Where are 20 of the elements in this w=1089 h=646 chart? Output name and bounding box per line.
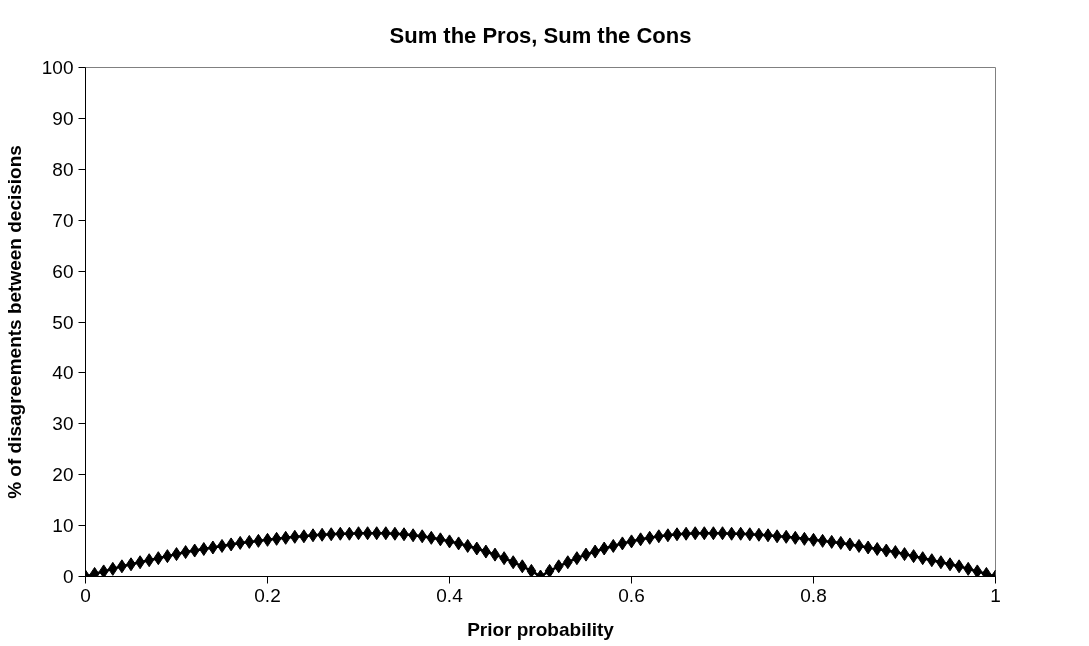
y-tick-label: 80 [52,158,74,180]
x-tick-label: 0.8 [800,584,827,606]
y-tick-label: 70 [52,209,74,231]
y-axis-title: % of disagreements between decisions [3,145,25,499]
y-tick-label: 30 [52,413,74,435]
chart-title: Sum the Pros, Sum the Cons [389,22,692,48]
y-tick-label: 10 [52,515,74,537]
x-tick-label: 0 [80,584,91,606]
y-tick-label: 40 [52,362,74,384]
y-tick-label: 100 [41,57,74,78]
y-tick-label: 50 [52,311,74,333]
x-axis-title: Prior probability [467,618,615,640]
x-tick-label: 0.2 [254,584,281,606]
x-tick-label: 1 [990,584,1001,606]
y-tick-label: 60 [52,260,74,282]
y-tick-label: 0 [62,566,74,587]
x-tick-label: 0.4 [436,584,464,606]
x-tick-label: 0.6 [618,584,645,606]
y-tick-label: 90 [52,107,74,129]
y-tick-label: 20 [52,464,74,486]
